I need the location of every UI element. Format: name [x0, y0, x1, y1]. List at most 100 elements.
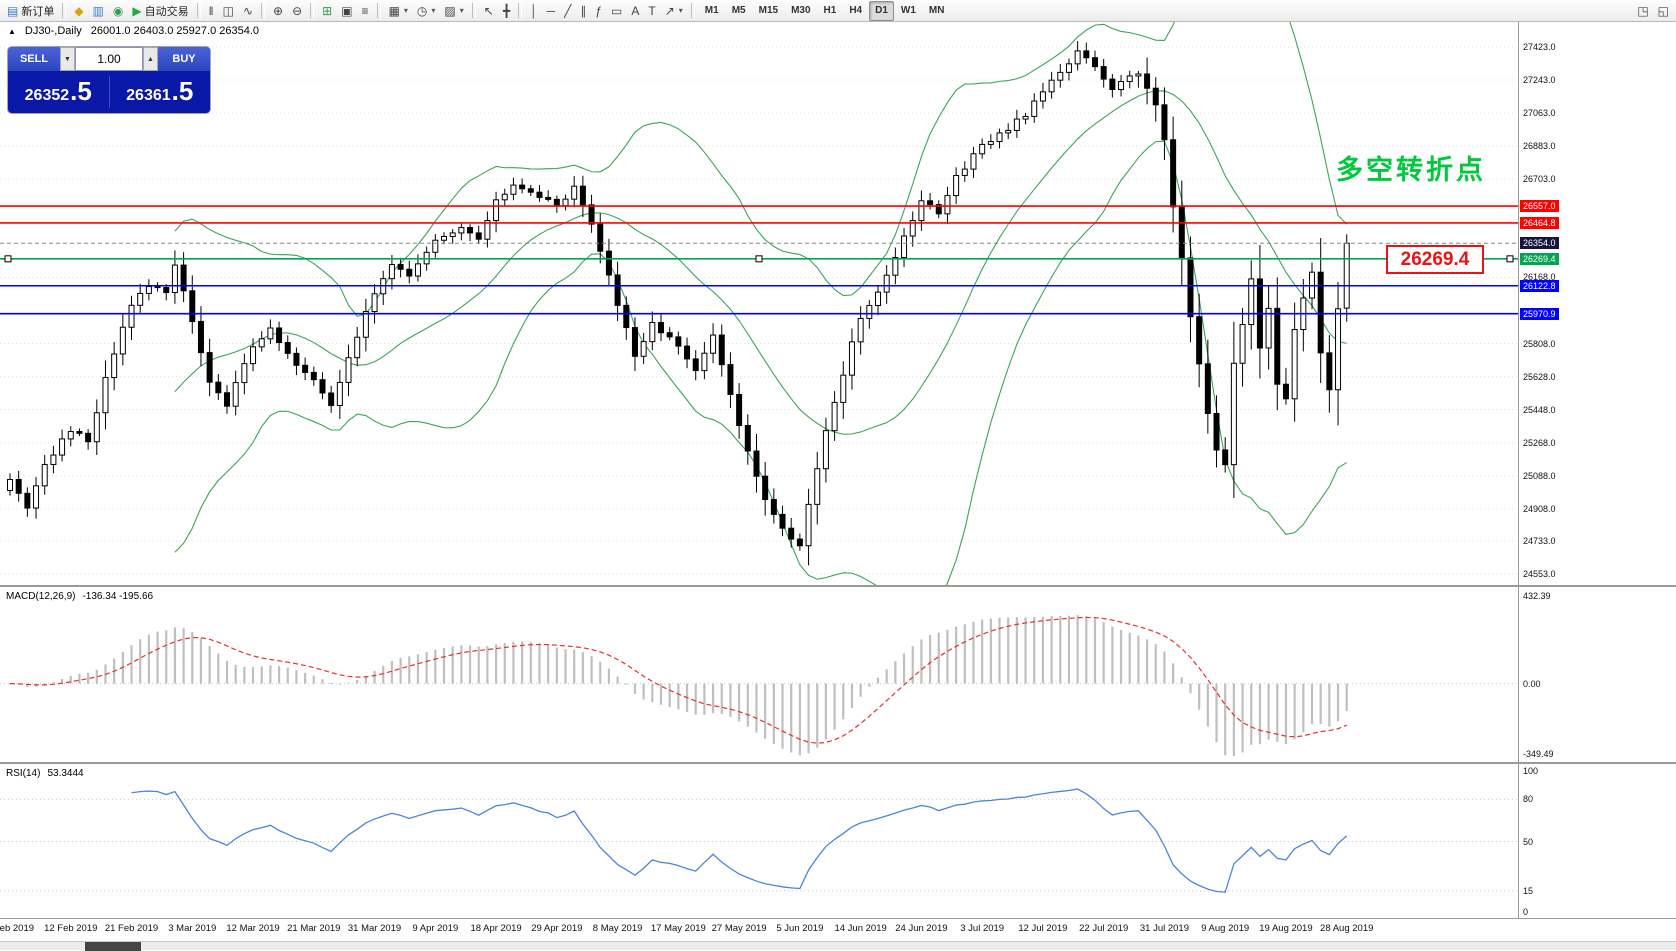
- rsi-value: 53.3444: [47, 768, 84, 779]
- volume-input[interactable]: [75, 47, 143, 71]
- arrange-windows-button[interactable]: ≡: [358, 1, 373, 21]
- rsi-panel[interactable]: [0, 765, 1676, 918]
- zoom-out-button[interactable]: ⊖: [288, 1, 306, 21]
- price-chart-canvas[interactable]: [0, 22, 1676, 585]
- volume-down-button[interactable]: ▼: [60, 47, 75, 71]
- volume-up-button[interactable]: ▲: [143, 47, 158, 71]
- arrows-button[interactable]: ↗ ▾: [661, 1, 687, 21]
- timeframe-mn-button[interactable]: MN: [928, 5, 945, 16]
- macd-panel[interactable]: [0, 588, 1676, 762]
- market-watch-button[interactable]: ◆: [70, 1, 87, 21]
- timeframe-d1-button[interactable]: D1: [869, 0, 894, 21]
- vertical-line-button[interactable]: │: [526, 1, 542, 21]
- templates-button[interactable]: ▨ ▾: [440, 1, 467, 21]
- toolbar: ▤ 新订单 ◆ ▥ ◉ ▶ 自动交易 ‖ ◫ ∿ ⊕ ⊖ ⊞ ▣ ≡ ▦ ▾ ◷ ▾ ▨ ▾ ↖ ╋ │ ─ ╱ ∥ ƒ ▭ A T ↗ ▾ M1…: [0, 0, 1676, 22]
- grid-layer: [0, 46, 1518, 575]
- macd-axis-label: -349.49: [1523, 749, 1554, 759]
- candles-layer: [7, 41, 1350, 566]
- time-axis-label: 12 Feb 2019: [44, 923, 98, 934]
- new-order-icon: ▤: [7, 3, 19, 18]
- time-axis-label: 9 Apr 2019: [412, 923, 459, 934]
- profiles-dropdown-icon: ▾: [431, 6, 436, 15]
- time-axis-label: 21 Feb 2019: [104, 923, 159, 934]
- candlestick-mode-button[interactable]: ◫: [219, 1, 238, 21]
- time-axis-label: 24 Jun 2019: [895, 923, 948, 934]
- text-button[interactable]: A: [627, 1, 643, 21]
- panel-separator[interactable]: [0, 762, 1676, 764]
- toolbar-separator: [376, 3, 381, 18]
- timeframe-m1-button[interactable]: M1: [704, 5, 719, 16]
- data-window-button[interactable]: ▥: [89, 1, 108, 21]
- ask-price-main: 26361: [126, 86, 171, 104]
- market-watch-icon: ◆: [74, 3, 84, 18]
- trendline-icon: ╱: [564, 3, 572, 18]
- symbol-ohlc-line: ▲ DJ30-,Daily 26001.0 26403.0 25927.0 26…: [8, 25, 259, 37]
- tile-windows-button[interactable]: ⊞: [318, 1, 336, 21]
- timeframe-m30-button[interactable]: M30: [791, 5, 811, 16]
- text-label-button[interactable]: T: [644, 1, 659, 21]
- profiles-button[interactable]: ◷ ▾: [413, 1, 440, 21]
- time-axis-label: 3 Jul 2019: [960, 923, 1005, 934]
- timeframe-h1-button[interactable]: H1: [823, 5, 837, 16]
- rsi-axis-label: 50: [1523, 836, 1534, 847]
- bar-chart-mode-icon: ‖: [208, 3, 214, 18]
- new-order-button[interactable]: ▤ 新订单: [3, 1, 58, 21]
- trendline-button[interactable]: ╱: [560, 1, 575, 21]
- equidistant-channel-button[interactable]: ∥: [576, 1, 590, 21]
- timeframe-w1-button[interactable]: W1: [900, 5, 916, 16]
- autotrading-button[interactable]: ▶ 自动交易: [128, 1, 192, 21]
- time-axis-label: 31 Jul 2019: [1139, 923, 1189, 934]
- price-axis-label: 27243.0: [1523, 75, 1556, 86]
- navigator-button[interactable]: ◉: [109, 1, 127, 21]
- new-chart-button[interactable]: ▦ ▾: [385, 1, 412, 21]
- new-chart-dropdown-icon: ▾: [403, 6, 408, 15]
- time-axis-label: 21 Mar 2019: [287, 923, 341, 934]
- ask-price-frac: .5: [171, 75, 194, 106]
- docked-restore-button[interactable]: ◳: [1633, 1, 1652, 21]
- time-axis-label: 8 May 2019: [592, 923, 643, 934]
- cursor-button[interactable]: ↖: [480, 1, 498, 21]
- timeframe-h4-button[interactable]: H4: [849, 5, 863, 16]
- zoom-in-button[interactable]: ⊕: [269, 1, 287, 21]
- timeframe-m15-button[interactable]: M15: [758, 5, 779, 16]
- crosshair-button[interactable]: ╋: [499, 1, 514, 21]
- docked-menu-icon: ◱: [1657, 3, 1669, 18]
- time-axis-label: 19 Aug 2019: [1259, 923, 1313, 934]
- time-axis-label: 3 Mar 2019: [168, 923, 217, 934]
- shapes-button[interactable]: ▭: [607, 1, 626, 21]
- macd-axis-label: 0.00: [1523, 678, 1541, 689]
- bid-price[interactable]: 26352 .5: [8, 77, 109, 105]
- time-axis-label: 12 Mar 2019: [226, 923, 280, 934]
- symbol-period-label: DJ30-,Daily: [24, 25, 82, 37]
- time-axis-label: 5 Jun 2019: [776, 923, 824, 934]
- tile-windows-icon: ⊞: [322, 3, 333, 18]
- bar-chart-mode-button[interactable]: ‖: [205, 1, 218, 21]
- templates-dropdown-icon: ▾: [459, 6, 464, 15]
- zoom-out-icon: ⊖: [292, 3, 303, 18]
- toolbar-separator: [518, 3, 523, 18]
- sell-button[interactable]: SELL: [8, 47, 60, 71]
- buy-button[interactable]: BUY: [158, 47, 210, 71]
- docked-restore-icon: ◳: [1637, 3, 1649, 18]
- price-axis-label: 25808.0: [1523, 338, 1556, 349]
- timeframe-m5-button[interactable]: M5: [731, 5, 746, 16]
- rsi-axis-label: 15: [1523, 885, 1534, 896]
- docked-menu-button[interactable]: ◱: [1654, 1, 1673, 21]
- time-axis-label: 22 Jul 2019: [1079, 923, 1129, 934]
- line-chart-mode-button[interactable]: ∿: [239, 1, 257, 21]
- time-axis[interactable]: 3 Feb 2019 12 Feb 2019 21 Feb 2019 3 Mar 20…: [0, 919, 1676, 941]
- price-axis-label: 26168.0: [1523, 272, 1556, 283]
- fibonacci-button[interactable]: ƒ: [591, 1, 606, 21]
- templates-icon: ▨: [444, 3, 456, 18]
- horizontal-line-button[interactable]: ─: [543, 1, 560, 21]
- toolbar-separator: [196, 3, 201, 18]
- ask-price[interactable]: 26361 .5: [110, 75, 211, 106]
- panel-separator[interactable]: [0, 585, 1676, 587]
- macd-axis-label: 432.39: [1523, 591, 1551, 601]
- hlines-layer[interactable]: [0, 205, 1518, 315]
- price-divider: [108, 76, 110, 108]
- macd-label: MACD(12,26,9): [6, 591, 76, 602]
- cascade-windows-button[interactable]: ▣: [337, 1, 356, 21]
- price-axis-label: 25628.0: [1523, 371, 1556, 382]
- price-axis-border: [1518, 22, 1519, 919]
